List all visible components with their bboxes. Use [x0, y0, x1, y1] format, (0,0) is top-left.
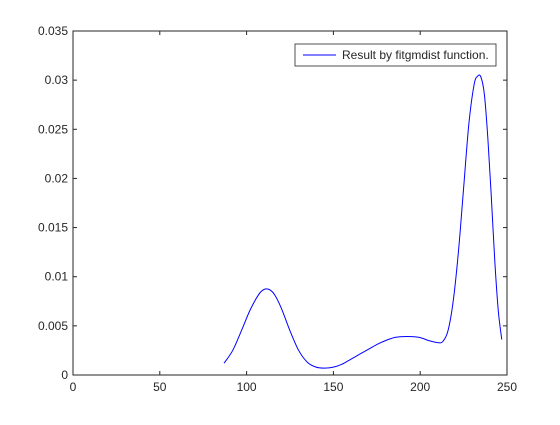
y-tick-label: 0.005 — [38, 319, 68, 333]
x-tick-label: 150 — [323, 380, 343, 394]
y-tick-label: 0.02 — [45, 171, 69, 185]
x-tick-label: 50 — [153, 380, 167, 394]
x-tick-label: 0 — [70, 380, 77, 394]
x-tick-label: 200 — [410, 380, 430, 394]
x-tick-label: 100 — [237, 380, 257, 394]
y-tick-label: 0.025 — [38, 122, 68, 136]
y-tick-label: 0.03 — [45, 73, 69, 87]
y-tick-label: 0.015 — [38, 221, 68, 235]
plot-area — [73, 31, 507, 375]
series-line-fitgmdist — [223, 74, 503, 369]
legend: Result by fitgmdist function. — [294, 43, 497, 67]
y-tick-label: 0.035 — [38, 24, 68, 38]
y-tick-label: 0.01 — [45, 270, 69, 284]
y-tick-label: 0 — [61, 368, 68, 382]
legend-box — [294, 43, 497, 67]
x-tick-label: 250 — [497, 380, 517, 394]
axes-box — [72, 30, 508, 376]
legend-label: Result by fitgmdist function. — [342, 48, 489, 62]
